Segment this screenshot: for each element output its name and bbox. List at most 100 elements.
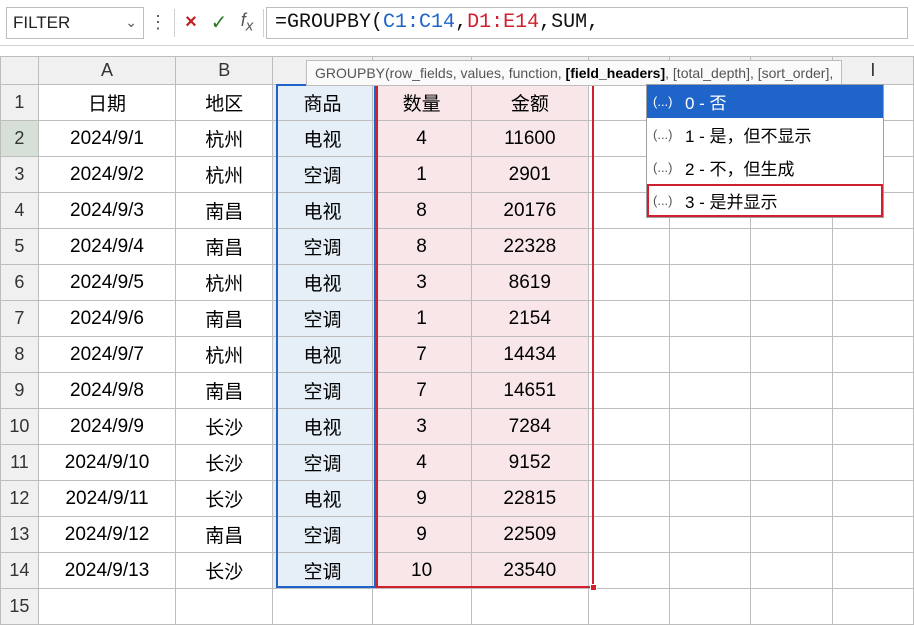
cell[interactable]: 电视 xyxy=(273,193,372,229)
cell[interactable]: 电视 xyxy=(273,337,372,373)
cell[interactable]: 4 xyxy=(372,121,471,157)
cell[interactable]: 22509 xyxy=(471,517,588,553)
cell[interactable] xyxy=(832,229,913,265)
cell[interactable] xyxy=(832,445,913,481)
cell[interactable]: 电视 xyxy=(273,121,372,157)
cell[interactable] xyxy=(832,265,913,301)
cell[interactable] xyxy=(832,589,913,625)
cell[interactable]: 空调 xyxy=(273,553,372,589)
cell[interactable] xyxy=(832,373,913,409)
cell[interactable] xyxy=(670,337,751,373)
cell[interactable]: 2024/9/1 xyxy=(38,121,175,157)
cell[interactable] xyxy=(751,373,832,409)
name-box[interactable]: FILTER ⌄ xyxy=(6,7,144,39)
column-header[interactable]: I xyxy=(832,57,913,85)
cell[interactable]: 南昌 xyxy=(176,301,273,337)
cell[interactable]: 长沙 xyxy=(176,409,273,445)
cell[interactable]: 地区 xyxy=(176,85,273,121)
cell[interactable]: 杭州 xyxy=(176,265,273,301)
cell[interactable] xyxy=(588,301,669,337)
row-header[interactable]: 10 xyxy=(1,409,39,445)
cell[interactable]: 南昌 xyxy=(176,517,273,553)
cell[interactable] xyxy=(670,409,751,445)
cell[interactable]: 2024/9/12 xyxy=(38,517,175,553)
cell[interactable]: 空调 xyxy=(273,445,372,481)
row-header[interactable]: 7 xyxy=(1,301,39,337)
cell[interactable]: 11600 xyxy=(471,121,588,157)
row-header[interactable]: 14 xyxy=(1,553,39,589)
cell[interactable] xyxy=(372,589,471,625)
cell[interactable] xyxy=(588,589,669,625)
cell[interactable] xyxy=(670,229,751,265)
cell[interactable] xyxy=(832,409,913,445)
row-header[interactable]: 9 xyxy=(1,373,39,409)
row-header[interactable]: 12 xyxy=(1,481,39,517)
cell[interactable]: 南昌 xyxy=(176,193,273,229)
cell[interactable]: 空调 xyxy=(273,229,372,265)
cell[interactable]: 14651 xyxy=(471,373,588,409)
cell[interactable]: 22815 xyxy=(471,481,588,517)
autocomplete-item[interactable]: (...)3 - 是并显示 xyxy=(647,184,883,217)
cell[interactable]: 7 xyxy=(372,337,471,373)
cell[interactable] xyxy=(588,409,669,445)
cell[interactable]: 杭州 xyxy=(176,121,273,157)
cell[interactable]: 长沙 xyxy=(176,481,273,517)
cell[interactable] xyxy=(670,517,751,553)
cell[interactable] xyxy=(832,301,913,337)
cell[interactable] xyxy=(751,337,832,373)
cell[interactable]: 2901 xyxy=(471,157,588,193)
autocomplete-item[interactable]: (...)2 - 不，但生成 xyxy=(647,151,883,184)
cell[interactable] xyxy=(588,445,669,481)
cell[interactable]: 4 xyxy=(372,445,471,481)
row-header[interactable]: 1 xyxy=(1,85,39,121)
cell[interactable]: 2024/9/6 xyxy=(38,301,175,337)
cell[interactable]: 10 xyxy=(372,553,471,589)
cell[interactable]: 7 xyxy=(372,373,471,409)
cell[interactable] xyxy=(832,517,913,553)
cell[interactable] xyxy=(670,553,751,589)
cell[interactable]: 2024/9/13 xyxy=(38,553,175,589)
column-header[interactable]: B xyxy=(176,57,273,85)
cell[interactable]: 2024/9/10 xyxy=(38,445,175,481)
select-all-corner[interactable] xyxy=(1,57,39,85)
cell[interactable] xyxy=(588,265,669,301)
cell[interactable] xyxy=(751,409,832,445)
cell[interactable]: 南昌 xyxy=(176,373,273,409)
cell[interactable]: 2024/9/8 xyxy=(38,373,175,409)
cell[interactable]: 2024/9/9 xyxy=(38,409,175,445)
cell[interactable] xyxy=(832,337,913,373)
cell[interactable]: 3 xyxy=(372,409,471,445)
autocomplete-item[interactable]: (...)0 - 否 xyxy=(647,85,883,118)
row-header[interactable]: 13 xyxy=(1,517,39,553)
cell[interactable]: 2024/9/7 xyxy=(38,337,175,373)
cell[interactable]: 9 xyxy=(372,517,471,553)
cell[interactable] xyxy=(670,301,751,337)
row-header[interactable]: 2 xyxy=(1,121,39,157)
cell[interactable] xyxy=(751,553,832,589)
cell[interactable]: 电视 xyxy=(273,409,372,445)
cell[interactable] xyxy=(832,481,913,517)
cell[interactable]: 电视 xyxy=(273,481,372,517)
cell[interactable] xyxy=(588,481,669,517)
cell[interactable] xyxy=(670,265,751,301)
cell[interactable] xyxy=(751,229,832,265)
cell[interactable] xyxy=(751,517,832,553)
cell[interactable]: 1 xyxy=(372,157,471,193)
cell[interactable]: 电视 xyxy=(273,265,372,301)
cell[interactable]: 22328 xyxy=(471,229,588,265)
cell[interactable]: 长沙 xyxy=(176,445,273,481)
cell[interactable]: 2024/9/11 xyxy=(38,481,175,517)
selection-fill-handle-icon[interactable] xyxy=(590,584,597,591)
cancel-formula-button[interactable]: × xyxy=(177,11,205,34)
cell[interactable] xyxy=(471,589,588,625)
cell[interactable]: 日期 xyxy=(38,85,175,121)
cell[interactable]: 空调 xyxy=(273,301,372,337)
cell[interactable]: 20176 xyxy=(471,193,588,229)
cell[interactable]: 7284 xyxy=(471,409,588,445)
cell[interactable]: 1 xyxy=(372,301,471,337)
vdots-icon[interactable]: ⋮ xyxy=(144,12,172,33)
cell[interactable]: 8 xyxy=(372,193,471,229)
autocomplete-item[interactable]: (...)1 - 是，但不显示 xyxy=(647,118,883,151)
cell[interactable] xyxy=(38,589,175,625)
cell[interactable] xyxy=(751,265,832,301)
